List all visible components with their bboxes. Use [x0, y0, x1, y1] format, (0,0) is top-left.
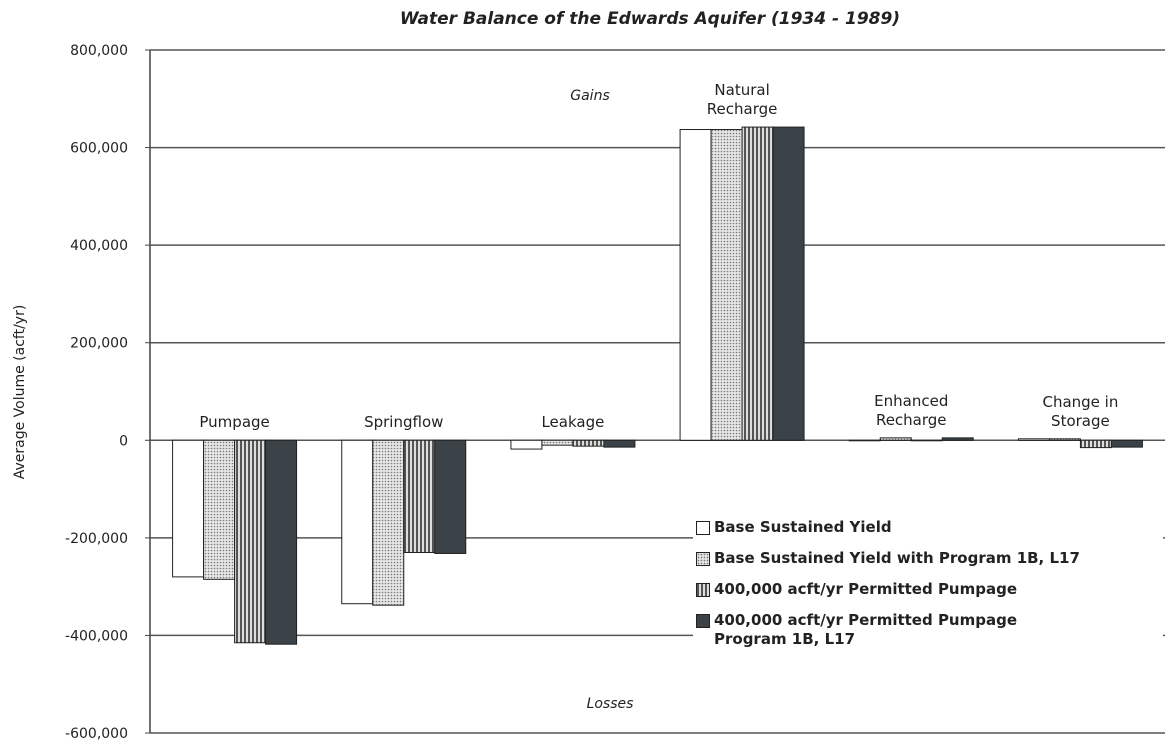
y-tick-label: -400,000 [65, 628, 128, 644]
bar [341, 439, 374, 605]
y-tick-label: 600,000 [70, 141, 128, 157]
bar [603, 439, 636, 448]
bar [203, 439, 236, 580]
legend-swatch [696, 552, 710, 566]
bar [741, 126, 774, 441]
legend-label: 400,000 acft/yr Permitted Pumpage Progra… [714, 611, 1018, 648]
y-tick-label: -600,000 [65, 726, 128, 742]
bar [434, 439, 467, 554]
legend-label: Base Sustained Yield with Program 1B, L1… [714, 549, 1080, 567]
legend-label: Base Sustained Yield [714, 518, 892, 536]
bar [848, 439, 881, 442]
legend-entry: Base Sustained Yield with Program 1B, L1… [693, 549, 1163, 568]
bar [1048, 438, 1081, 441]
bar [372, 439, 405, 606]
bar [679, 129, 712, 441]
y-tick-label: 800,000 [70, 43, 128, 59]
bar [234, 439, 267, 644]
bar [265, 439, 298, 645]
y-tick-label: -200,000 [65, 531, 128, 547]
bar [941, 437, 974, 441]
bar [1110, 439, 1143, 448]
y-tick-label: 0 [119, 433, 128, 449]
y-axis-label: Average Volume (acft/yr) [12, 305, 28, 480]
y-tick-label: 400,000 [70, 238, 128, 254]
bar [910, 439, 943, 442]
legend-label: 400,000 acft/yr Permitted Pumpage [714, 580, 1018, 598]
chart-title: Water Balance of the Edwards Aquifer (19… [400, 9, 900, 29]
category-label: Natural Recharge [706, 81, 778, 119]
bar [1079, 439, 1112, 449]
annotation: Gains [570, 88, 609, 104]
legend-swatch [696, 521, 710, 535]
annotation: Losses [587, 696, 634, 712]
bar [403, 439, 436, 553]
category-label: Springflow [364, 413, 444, 432]
legend-entry: 400,000 acft/yr Permitted Pumpage [693, 580, 1163, 599]
y-tick-label: 200,000 [70, 336, 128, 352]
legend: Base Sustained Yield Base Sustained Yield… [693, 514, 1163, 665]
category-label: Leakage [541, 413, 605, 432]
bar [1017, 438, 1050, 441]
category-label: Change in Storage [1042, 392, 1119, 430]
bar [879, 437, 912, 441]
legend-swatch [696, 614, 710, 628]
legend-entry: Base Sustained Yield [693, 518, 1163, 537]
bar [772, 126, 805, 441]
bar [510, 439, 543, 450]
bar [572, 439, 605, 447]
bar [710, 129, 743, 441]
bar [172, 439, 205, 578]
category-label: Enhanced Recharge [874, 391, 949, 429]
legend-entry: 400,000 acft/yr Permitted Pumpage Progra… [693, 611, 1073, 649]
category-label: Pumpage [199, 413, 270, 432]
legend-swatch [696, 583, 710, 597]
bar [541, 439, 574, 446]
